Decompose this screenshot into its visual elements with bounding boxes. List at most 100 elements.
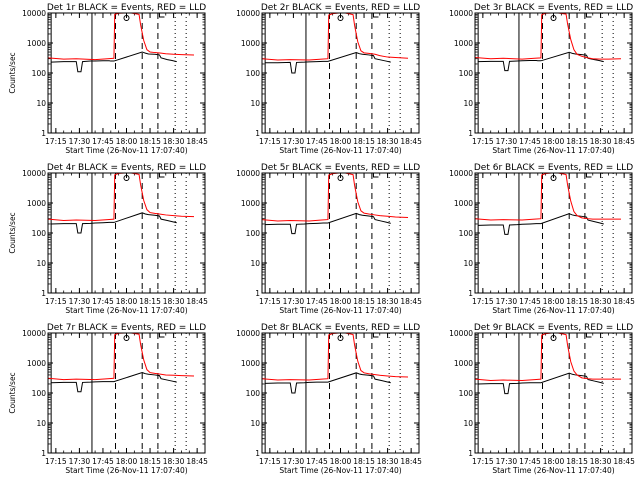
lld-series-line xyxy=(475,333,622,382)
y-tick-label: 100 xyxy=(459,389,474,398)
y-tick-label: 10000 xyxy=(449,329,473,338)
bracket-marker xyxy=(158,173,165,178)
events-series-line xyxy=(265,212,391,235)
x-tick-label: 17:30 xyxy=(496,457,518,466)
x-tick-label: 18:45 xyxy=(613,457,635,466)
x-tick-label: 17:45 xyxy=(92,457,114,466)
x-tick-label: 18:30 xyxy=(590,457,612,466)
y-tick-label: 100 xyxy=(32,229,47,238)
x-tick-label: 18:30 xyxy=(377,297,399,306)
plot-frame xyxy=(474,332,633,454)
x-tick-label: 18:15 xyxy=(566,297,588,306)
lld-series-line xyxy=(475,13,622,60)
x-tick-label: 17:15 xyxy=(259,137,281,146)
y-tick-label: 10000 xyxy=(22,169,46,178)
x-tick-label: 18:30 xyxy=(590,297,612,306)
x-tick-label: 18:45 xyxy=(400,137,422,146)
x-tick-label: 17:15 xyxy=(472,297,494,306)
x-tick-label: 18:30 xyxy=(590,137,612,146)
x-tick-label: 18:45 xyxy=(186,137,208,146)
y-tick-label: 1 xyxy=(41,449,46,458)
x-tick-label: 18:45 xyxy=(613,137,635,146)
detector-panel: Det 8r BLACK = Events, RED = LLD 1 10 100 10… xyxy=(236,323,422,475)
y-tick-label: 10 xyxy=(463,99,473,108)
x-tick-label: 17:45 xyxy=(92,297,114,306)
x-axis-label: Start Time (26-Nov-11 17:07:40) xyxy=(65,306,187,315)
events-series-line xyxy=(478,51,604,72)
circle-marker xyxy=(337,175,344,181)
bracket-marker xyxy=(585,13,592,18)
x-tick-label: 18:00 xyxy=(116,297,138,306)
y-axis-label: Counts/sec xyxy=(8,52,17,93)
circle-marker xyxy=(123,15,130,21)
panel-title: Det 4r BLACK = Events, RED = LLD xyxy=(47,163,206,173)
y-tick-label: 1000 xyxy=(27,359,46,368)
y-tick-label: 1 xyxy=(255,289,260,298)
x-axis-label: Start Time (26-Nov-11 17:07:40) xyxy=(279,146,401,155)
x-tick-label: 18:45 xyxy=(186,297,208,306)
x-tick-label: 17:15 xyxy=(45,137,67,146)
x-tick-label: 17:15 xyxy=(472,137,494,146)
y-tick-label: 10000 xyxy=(236,329,260,338)
x-tick-label: 18:15 xyxy=(353,137,375,146)
x-tick-label: 18:45 xyxy=(613,297,635,306)
detector-panel: Det 5r BLACK = Events, RED = LLD 1 10 100 10… xyxy=(236,163,422,315)
y-tick-label: 100 xyxy=(246,69,261,78)
x-tick-label: 17:30 xyxy=(496,297,518,306)
x-tick-label: 17:45 xyxy=(92,137,114,146)
bracket-marker xyxy=(372,333,379,338)
lld-series-line xyxy=(262,173,409,222)
x-tick-label: 18:15 xyxy=(566,137,588,146)
events-series-line xyxy=(51,372,177,393)
y-tick-label: 1 xyxy=(41,129,46,138)
x-tick-label: 18:15 xyxy=(139,297,161,306)
bracket-marker xyxy=(585,173,592,178)
x-tick-label: 17:45 xyxy=(306,457,328,466)
bracket-marker xyxy=(372,13,379,18)
y-tick-label: 1000 xyxy=(27,199,46,208)
lld-series-line xyxy=(262,333,409,381)
y-tick-label: 1 xyxy=(468,129,473,138)
y-tick-label: 1 xyxy=(255,129,260,138)
events-series-line xyxy=(51,212,177,234)
plot-frame xyxy=(47,332,206,454)
x-tick-label: 18:30 xyxy=(377,137,399,146)
y-tick-label: 10 xyxy=(36,99,46,108)
x-tick-label: 17:30 xyxy=(283,297,305,306)
x-tick-label: 17:15 xyxy=(472,457,494,466)
x-tick-label: 17:30 xyxy=(69,137,91,146)
y-tick-label: 1 xyxy=(255,449,260,458)
bracket-marker xyxy=(158,13,165,18)
x-axis-label: Start Time (26-Nov-11 17:07:40) xyxy=(492,146,614,155)
x-tick-label: 17:15 xyxy=(259,457,281,466)
y-tick-label: 10000 xyxy=(22,9,46,18)
x-tick-label: 18:00 xyxy=(116,137,138,146)
y-tick-label: 10000 xyxy=(449,9,473,18)
x-tick-label: 17:30 xyxy=(69,457,91,466)
x-axis-label: Start Time (26-Nov-11 17:07:40) xyxy=(279,306,401,315)
panel-title: Det 6r BLACK = Events, RED = LLD xyxy=(474,163,633,173)
x-tick-label: 17:30 xyxy=(496,137,518,146)
y-tick-label: 100 xyxy=(459,229,474,238)
detector-panel: Det 9r BLACK = Events, RED = LLD 1 10 100 10… xyxy=(449,323,635,475)
bracket-marker xyxy=(158,333,165,338)
y-tick-label: 1000 xyxy=(241,359,260,368)
y-tick-label: 10 xyxy=(250,259,260,268)
y-tick-label: 100 xyxy=(246,229,261,238)
panel-title: Det 8r BLACK = Events, RED = LLD xyxy=(261,323,420,333)
y-tick-label: 10 xyxy=(463,259,473,268)
y-tick-label: 1000 xyxy=(454,39,473,48)
y-tick-label: 100 xyxy=(459,69,474,78)
y-tick-label: 100 xyxy=(32,389,47,398)
y-tick-label: 10 xyxy=(36,419,46,428)
x-tick-label: 18:30 xyxy=(163,457,185,466)
events-series-line xyxy=(51,51,177,73)
y-axis-label: Counts/sec xyxy=(8,372,17,413)
y-tick-label: 100 xyxy=(246,389,261,398)
y-axis-label: Counts/sec xyxy=(8,212,17,253)
x-tick-label: 18:00 xyxy=(330,137,352,146)
y-tick-label: 1000 xyxy=(454,199,473,208)
x-tick-label: 18:00 xyxy=(543,297,565,306)
x-tick-label: 17:15 xyxy=(45,457,67,466)
y-tick-label: 1000 xyxy=(27,39,46,48)
